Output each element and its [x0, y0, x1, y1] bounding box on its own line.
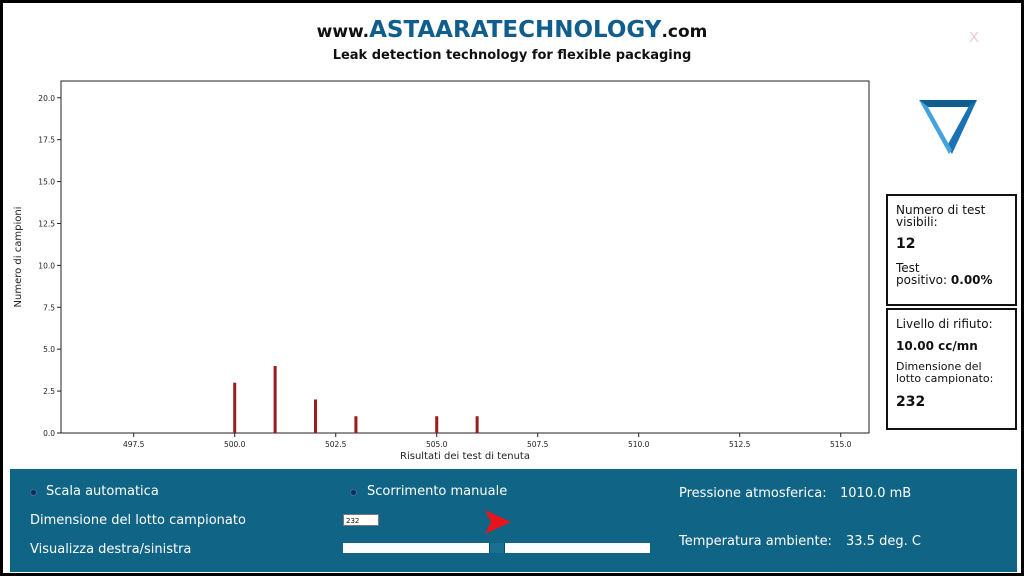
- logo-prefix: www.: [316, 22, 370, 42]
- lot-size-info-value: 232: [896, 394, 926, 410]
- manual-scroll-label[interactable]: Scorrimento manuale: [367, 484, 508, 499]
- logo-brand: ASTAARATECHNOLOGY: [369, 17, 662, 43]
- histogram-bar: [314, 399, 318, 433]
- play-arrow-icon[interactable]: [483, 509, 513, 535]
- y-tick-label: 12.5: [38, 219, 55, 228]
- x-tick-label: 497.5: [123, 440, 145, 449]
- brand-triangle-icon: [919, 100, 983, 161]
- y-tick-label: 10.0: [38, 261, 55, 270]
- x-tick-label: 507.5: [527, 440, 549, 449]
- y-tick-label: 15.0: [38, 178, 55, 187]
- y-tick-label: 20.0: [38, 94, 55, 103]
- auto-scale-label[interactable]: Scala automatica: [46, 484, 159, 499]
- histogram-bar: [273, 365, 277, 433]
- histogram-bar: [435, 416, 439, 433]
- control-panel: Scala automatica Scorrimento manuale Dim…: [10, 469, 1017, 572]
- y-tick-label: 2.5: [43, 387, 55, 396]
- temperature-value: 33.5 deg. C: [846, 534, 921, 549]
- y-tick-label: 17.5: [38, 136, 55, 145]
- histogram-chart: 497.5 500.0 502.5 505.0 507.5 510.0 512.5 515.0…: [3, 77, 883, 467]
- logo-suffix: .com: [661, 22, 708, 42]
- view-slider[interactable]: [343, 543, 650, 553]
- y-tick-label: 5.0: [43, 345, 55, 354]
- positive-value: 0.00%: [950, 273, 993, 287]
- tests-visible-value: 12: [896, 236, 916, 252]
- app-window: www.ASTAARATECHNOLOGY.com Leak detection…: [3, 3, 1021, 573]
- positive-tests: Test positivo: 0.00%: [896, 261, 993, 287]
- histogram-svg: 497.5 500.0 502.5 505.0 507.5 510.0 512.5 515.0…: [13, 80, 870, 462]
- histogram-bar: [233, 382, 237, 433]
- lot-size-info-label: Dimensione del lotto campionato:: [896, 360, 994, 385]
- auto-scale-radio[interactable]: [30, 489, 37, 496]
- pressure-value: 1010.0 mB: [840, 486, 912, 501]
- x-tick-label: 502.5: [325, 440, 347, 449]
- plot-area: [60, 80, 870, 434]
- histogram-bar: [354, 416, 358, 433]
- y-tick-label: 0.0: [43, 429, 55, 438]
- tagline: Leak detection technology for flexible p…: [332, 48, 692, 63]
- lot-size-input[interactable]: 232: [343, 514, 379, 526]
- y-axis-label: Numero di campioni: [13, 207, 24, 308]
- lot-size-label: Dimensione del lotto campionato: [30, 513, 246, 528]
- temperature-label: Temperatura ambiente:: [679, 534, 832, 549]
- tests-visible-label: Numero di test visibili:: [896, 203, 986, 229]
- reject-level-box: Livello di rifiuto: 10.00 cc/mn Dimensio…: [886, 308, 1017, 430]
- tests-summary-box: Numero di test visibili: 12 Test positivo:…: [886, 194, 1017, 306]
- reject-level-label: Livello di rifiuto:: [896, 317, 993, 331]
- x-tick-label: 510.0: [628, 440, 650, 449]
- x-tick-label: 505.0: [426, 440, 448, 449]
- x-tick-label: 500.0: [224, 440, 246, 449]
- y-tick-label: 7.5: [43, 303, 55, 312]
- slider-thumb[interactable]: [489, 543, 505, 553]
- brand-header: www.ASTAARATECHNOLOGY.com Leak detection…: [3, 17, 1021, 63]
- x-tick-label: 515.0: [830, 440, 852, 449]
- close-button[interactable]: X: [969, 29, 980, 46]
- reject-level-value: 10.00 cc/mn: [896, 339, 978, 353]
- website-logo: www.ASTAARATECHNOLOGY.com: [3, 17, 1021, 43]
- x-tick-label: 512.5: [729, 440, 751, 449]
- view-left-right-label: Visualizza destra/sinistra: [30, 542, 192, 557]
- pressure-label: Pressione atmosferica:: [679, 486, 827, 501]
- histogram-bar: [475, 416, 479, 433]
- x-axis-label: Risultati dei test di tenuta: [400, 451, 530, 462]
- manual-scroll-radio[interactable]: [350, 489, 357, 496]
